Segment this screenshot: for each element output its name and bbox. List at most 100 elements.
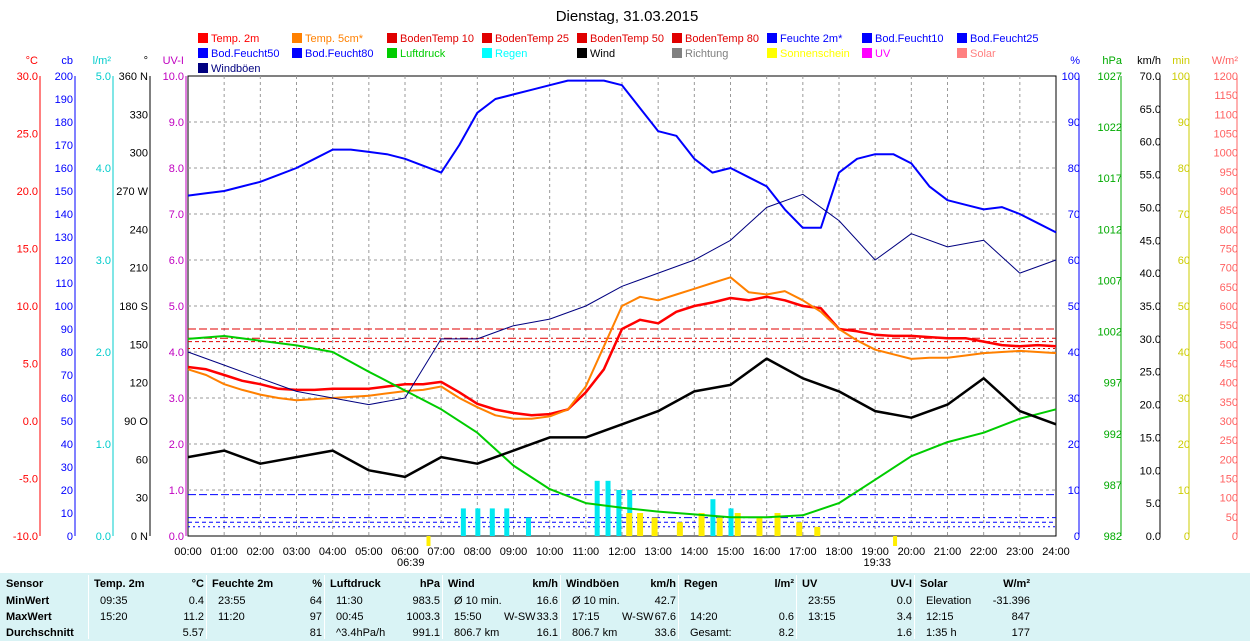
stats-header: Temp. 2m	[94, 578, 145, 590]
stats-time: Gesamt:	[690, 627, 732, 639]
legend-swatch	[387, 33, 397, 43]
stats-header: Windböen	[566, 578, 620, 590]
sun-marker	[893, 536, 898, 546]
axis-tick-label: 10.0	[17, 301, 38, 313]
x-tick-label: 17:00	[789, 546, 817, 558]
axis-tick-label: 160	[55, 163, 73, 175]
axis-tick-label: 0.0	[23, 416, 38, 428]
axis-unit-label: °C	[26, 55, 38, 67]
legend-swatch	[198, 63, 208, 73]
stats-time: Elevation	[926, 595, 972, 607]
stats-unit: UV-I	[890, 578, 912, 590]
stats-header: Wind	[448, 578, 475, 590]
sunshine-bar	[774, 513, 781, 536]
axis-tick-label: 360 N	[119, 71, 148, 83]
stats-header: Regen	[684, 578, 718, 590]
rain-bar	[616, 490, 622, 536]
axis-tick-label: 40	[1178, 347, 1190, 359]
axis-tick-label: 10	[1178, 485, 1190, 497]
axis-tick-label: 10.0	[163, 71, 184, 83]
axis-tick-label: 100	[1062, 71, 1080, 83]
legend-label: BodenTemp 50	[590, 33, 664, 45]
axis-tick-label: 25.0	[17, 129, 38, 141]
axis-tick-label: 20	[1178, 439, 1190, 451]
stats-time: 1:35 h	[926, 627, 957, 639]
axis-tick-label: 70	[61, 370, 73, 382]
axis-tick-label: 15.0	[1140, 432, 1161, 444]
stats-time: 14:20	[690, 611, 718, 623]
stats-unit: W/m²	[1003, 578, 1030, 590]
legend-swatch	[577, 33, 587, 43]
axis-tick-label: 992	[1104, 429, 1122, 441]
x-tick-label: 04:00	[319, 546, 347, 558]
stats-time: 12:15	[926, 611, 954, 623]
legend-swatch	[862, 33, 872, 43]
axis-tick-label: 300	[1220, 416, 1238, 428]
x-tick-label: 19:00	[861, 546, 889, 558]
axis-tick-label: 240	[130, 224, 148, 236]
axis-tick-label: 60	[136, 454, 148, 466]
stats-time: 23:55	[218, 595, 246, 607]
stats-unit: °C	[191, 578, 204, 590]
legend-label: Windböen	[211, 63, 261, 75]
axis-tick-label: 210	[130, 263, 148, 275]
axis-tick-label: 600	[1220, 301, 1238, 313]
stats-unit: hPa	[419, 578, 440, 590]
series-line	[187, 295, 1057, 417]
stats-row-label: MaxWert	[6, 611, 52, 623]
legend-label: Bod.Feucht10	[875, 33, 944, 45]
axis-tick-label: 1200	[1214, 71, 1238, 83]
axis-unit-label: hPa	[1102, 55, 1122, 67]
chart-title: Dienstag, 31.03.2015	[556, 8, 699, 25]
sun-time-label: 19:33	[864, 557, 892, 569]
stats-value: 0.4	[188, 595, 204, 607]
plot-grid	[188, 76, 1056, 536]
axis-tick-label: 20.0	[17, 186, 38, 198]
axis-tick-label: 1022	[1098, 122, 1122, 134]
axis-tick-label: 50	[1178, 301, 1190, 313]
axis-tick-label: 400	[1220, 378, 1238, 390]
stats-separator	[442, 575, 443, 639]
sunshine-bar	[814, 526, 821, 536]
axis-tick-label: 100	[55, 301, 73, 313]
x-tick-label: 03:00	[283, 546, 311, 558]
axis-tick-label: 45.0	[1140, 235, 1161, 247]
stats-value: 0.6	[778, 611, 794, 623]
stats-header: Solar	[920, 578, 948, 590]
axis-tick-label: 8.0	[169, 163, 184, 175]
axis-tick-label: 90 O	[124, 416, 148, 428]
stats-unit: l/m²	[774, 578, 794, 590]
x-tick-label: 22:00	[970, 546, 998, 558]
axis-tick-label: 0.0	[1146, 531, 1161, 543]
axis-tick-label: 750	[1220, 244, 1238, 256]
rain-sunshine-bars	[460, 480, 821, 536]
legend-swatch	[292, 33, 302, 43]
legend-label: Regen	[495, 48, 527, 60]
axis-tick-label: 2.0	[96, 347, 111, 359]
legend-label: Richtung	[685, 48, 728, 60]
axis-tick-label: 40	[61, 439, 73, 451]
legend-label: Sonnenschein	[780, 48, 850, 60]
rain-bar	[525, 517, 531, 536]
legend-label: Bod.Feucht80	[305, 48, 374, 60]
x-tick-label: 15:00	[717, 546, 745, 558]
rain-bar	[489, 508, 495, 536]
axis-tick-label: 150	[1220, 474, 1238, 486]
legend-label: Solar	[970, 48, 996, 60]
x-tick-label: 02:00	[247, 546, 275, 558]
axis-tick-label: 0	[1074, 531, 1080, 543]
axis-tick-label: 5.0	[96, 71, 111, 83]
chart-legend: Temp. 2m Temp. 5cm* BodenTemp 10 BodenTemp …	[198, 33, 1039, 75]
sunshine-bar	[637, 513, 644, 536]
stats-value: 8.2	[778, 627, 794, 639]
axis-tick-label: 0	[1232, 531, 1238, 543]
axis-tick-label: 80	[1068, 163, 1080, 175]
legend-swatch	[957, 33, 967, 43]
axis-tick-label: 4.0	[169, 347, 184, 359]
stats-time: 00:45	[336, 611, 364, 623]
axis-tick-label: 30	[1068, 393, 1080, 405]
axis-tick-label: 800	[1220, 224, 1238, 236]
axis-tick-label: 60	[1068, 255, 1080, 267]
stats-value: -31.396	[992, 595, 1030, 607]
x-tick-label: 10:00	[536, 546, 564, 558]
